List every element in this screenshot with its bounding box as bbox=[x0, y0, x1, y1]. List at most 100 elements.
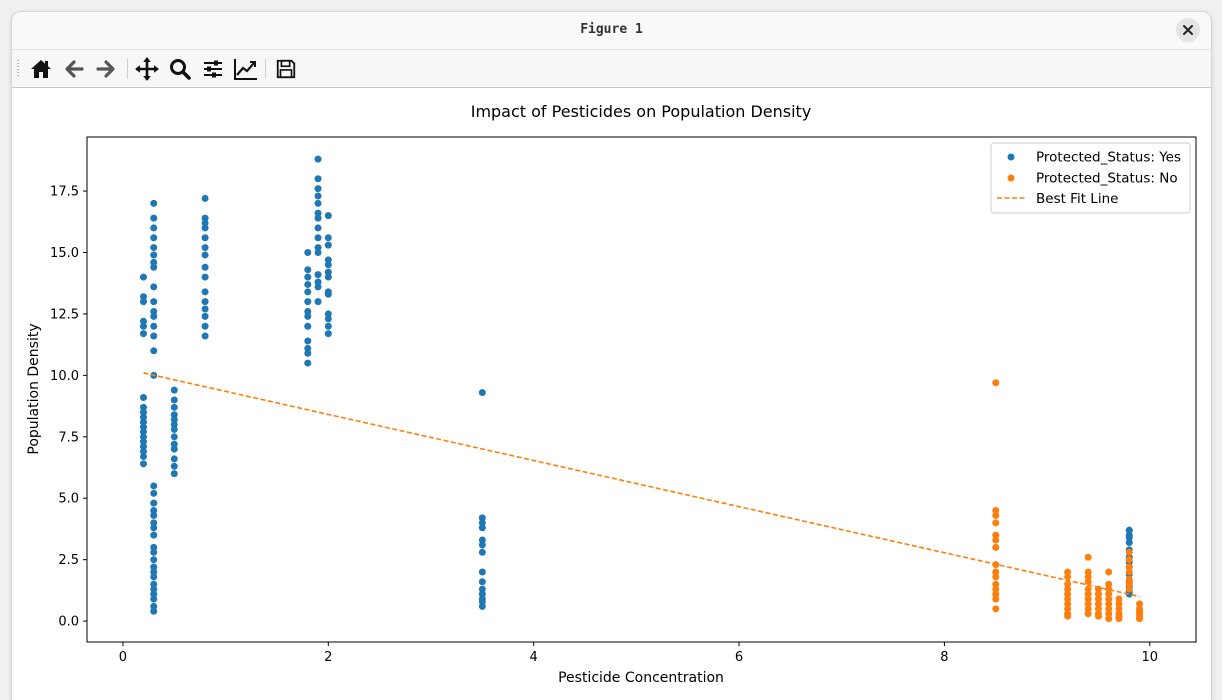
data-point bbox=[304, 359, 312, 367]
data-point bbox=[170, 470, 178, 478]
data-point bbox=[324, 256, 332, 264]
data-point bbox=[201, 298, 209, 306]
pan-button[interactable] bbox=[133, 55, 161, 83]
data-point bbox=[324, 212, 332, 220]
y-tick-label: 2.5 bbox=[58, 553, 79, 568]
data-point bbox=[992, 536, 1000, 544]
arrow-left-icon bbox=[65, 60, 84, 78]
legend-label-best-fit: Best Fit Line bbox=[1036, 191, 1118, 207]
data-point bbox=[324, 290, 332, 298]
edit-axes-button[interactable] bbox=[232, 55, 260, 83]
data-point bbox=[314, 234, 322, 242]
back-button[interactable] bbox=[60, 55, 88, 83]
data-point bbox=[1084, 573, 1092, 581]
data-point bbox=[150, 602, 158, 610]
data-point bbox=[139, 443, 147, 451]
close-button[interactable] bbox=[1176, 18, 1200, 42]
data-point bbox=[150, 244, 158, 252]
x-tick-label: 4 bbox=[530, 650, 538, 665]
data-point bbox=[1136, 615, 1144, 623]
data-point bbox=[304, 298, 312, 306]
data-point bbox=[1094, 590, 1102, 598]
data-point bbox=[170, 411, 178, 419]
data-point bbox=[304, 248, 312, 256]
data-point bbox=[1115, 600, 1123, 608]
forward-button[interactable] bbox=[92, 55, 120, 83]
data-point bbox=[314, 175, 322, 183]
data-point bbox=[304, 307, 312, 315]
data-point bbox=[1094, 612, 1102, 620]
floppy-disk-icon bbox=[276, 59, 296, 79]
data-point bbox=[150, 585, 158, 593]
data-point bbox=[201, 332, 209, 340]
data-point bbox=[150, 595, 158, 603]
legend-marker-yes bbox=[1007, 153, 1015, 161]
data-point bbox=[1084, 595, 1092, 603]
data-point bbox=[992, 595, 1000, 603]
data-point bbox=[314, 271, 322, 279]
data-point bbox=[150, 499, 158, 507]
data-point bbox=[201, 219, 209, 227]
data-point bbox=[201, 224, 209, 232]
data-point bbox=[139, 298, 147, 306]
data-point bbox=[201, 305, 209, 313]
data-point bbox=[201, 244, 209, 252]
data-point bbox=[150, 224, 158, 232]
data-point bbox=[139, 418, 147, 426]
magnifier-icon bbox=[170, 59, 191, 80]
legend-box bbox=[990, 142, 1191, 214]
data-point bbox=[478, 585, 486, 593]
data-point bbox=[1084, 553, 1092, 561]
data-point bbox=[314, 199, 322, 207]
y-tick-label: 10.0 bbox=[50, 369, 79, 384]
data-point bbox=[1084, 568, 1092, 576]
save-button[interactable] bbox=[272, 55, 300, 83]
data-marks bbox=[139, 155, 1144, 623]
data-point bbox=[992, 531, 1000, 539]
close-icon bbox=[1183, 25, 1193, 35]
figure-canvas[interactable]: Impact of Pesticides on Population Densi… bbox=[12, 88, 1211, 700]
data-point bbox=[304, 337, 312, 345]
x-tick-label: 8 bbox=[940, 650, 948, 665]
data-point bbox=[1125, 548, 1133, 556]
data-point bbox=[314, 278, 322, 286]
y-tick-label: 7.5 bbox=[58, 430, 79, 445]
arrow-right-icon bbox=[96, 60, 115, 78]
data-point bbox=[304, 312, 312, 320]
data-point bbox=[170, 433, 178, 441]
best-fit-line bbox=[143, 372, 1140, 598]
data-point bbox=[1105, 605, 1113, 613]
data-point bbox=[150, 482, 158, 490]
data-point bbox=[324, 273, 332, 281]
data-point bbox=[304, 288, 312, 296]
data-point bbox=[324, 268, 332, 276]
data-point bbox=[150, 298, 158, 306]
y-tick-label: 5.0 bbox=[58, 492, 79, 507]
data-point bbox=[1064, 580, 1072, 588]
home-button[interactable] bbox=[27, 55, 55, 83]
configure-subplots-button[interactable] bbox=[199, 55, 227, 83]
data-point bbox=[139, 393, 147, 401]
data-point bbox=[478, 541, 486, 549]
data-point bbox=[1105, 590, 1113, 598]
data-point bbox=[139, 408, 147, 416]
data-point bbox=[314, 248, 322, 256]
data-point bbox=[1125, 526, 1133, 534]
data-point bbox=[139, 273, 147, 281]
data-point bbox=[150, 307, 158, 315]
zoom-button[interactable] bbox=[166, 55, 194, 83]
data-point bbox=[150, 251, 158, 259]
toolbar-grip[interactable] bbox=[17, 60, 19, 78]
data-point bbox=[201, 312, 209, 320]
data-point bbox=[324, 315, 332, 323]
data-point bbox=[150, 332, 158, 340]
data-point bbox=[314, 209, 322, 217]
data-point bbox=[150, 531, 158, 539]
data-point bbox=[314, 155, 322, 163]
data-point bbox=[992, 379, 1000, 387]
legend-marker-no bbox=[1007, 174, 1015, 182]
data-point bbox=[150, 563, 158, 571]
data-point bbox=[150, 548, 158, 556]
y-tick-label: 17.5 bbox=[50, 185, 79, 200]
data-point bbox=[170, 403, 178, 411]
